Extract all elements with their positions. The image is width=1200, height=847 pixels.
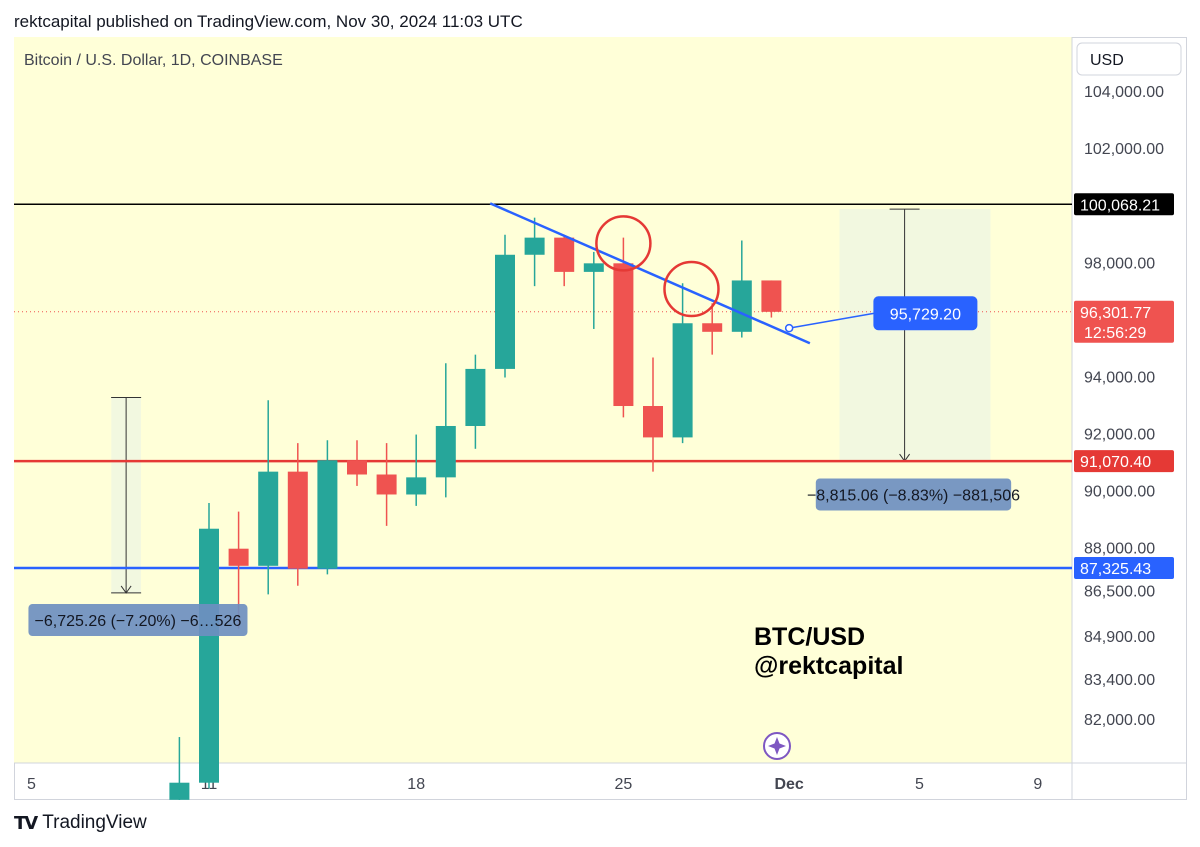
tradingview-footer[interactable]: TV TradingView (14, 812, 147, 834)
y-tick-label: 86,500.00 (1084, 584, 1155, 601)
candle-body[interactable] (583, 263, 604, 272)
last-price-tag (1074, 300, 1174, 343)
callout-box[interactable] (873, 296, 978, 331)
candle-body[interactable] (465, 368, 486, 426)
y-tick-label: 84,900.00 (1084, 629, 1155, 646)
highlight-circle (595, 215, 652, 272)
highlight-circle (663, 260, 720, 318)
measure-label-box (815, 478, 1012, 511)
publish-caption: rektcapital published on TradingView.com… (14, 12, 523, 31)
candle-body[interactable] (258, 471, 279, 566)
candle-body[interactable] (287, 471, 308, 569)
candle-body[interactable] (524, 237, 545, 255)
y-tick-label: 92,000.00 (1084, 427, 1155, 444)
price-tag (1074, 193, 1174, 216)
price-tag (1074, 556, 1174, 579)
tradingview-logo-icon: TV (14, 812, 38, 834)
measure-zone (839, 209, 991, 462)
candle-body[interactable] (435, 425, 456, 478)
currency-button[interactable] (1076, 42, 1182, 76)
candle-body[interactable] (731, 280, 752, 332)
last-price-label: 96,301.77 (1080, 305, 1151, 322)
measure-label: −6,725.26 (−7.20%) −6…526 (35, 613, 242, 630)
x-tick-label: 25 (615, 776, 633, 793)
candle-body[interactable] (228, 548, 249, 566)
candle-body[interactable] (347, 460, 367, 475)
candle-body[interactable] (761, 280, 782, 312)
x-tick-label: 5 (915, 776, 924, 793)
currency-label: USD (1090, 52, 1124, 69)
x-tick-label: 9 (1033, 776, 1042, 793)
callout-leader (789, 312, 875, 329)
y-tick-label: 94,000.00 (1084, 369, 1155, 386)
candle-body[interactable] (554, 237, 575, 272)
price-tag (1074, 450, 1174, 473)
watermark-line-1: BTC/USD (754, 623, 865, 651)
candle-body[interactable] (376, 474, 397, 495)
watermark-line-2: @rektcapital (754, 652, 903, 680)
candle-body[interactable] (613, 263, 634, 407)
candle-body[interactable] (169, 782, 190, 800)
x-tick-label: Dec (774, 776, 803, 793)
price-tag-label: 100,068.21 (1080, 197, 1160, 214)
price-tag-label: 91,070.40 (1080, 454, 1151, 471)
sparkle-icon-star (768, 737, 786, 755)
btc-usd-candlestick-chart[interactable]: Bitcoin / U.S. Dollar, 1D, COINBASE USD 10… (14, 37, 1187, 800)
candle-body[interactable] (317, 460, 338, 569)
y-tick-label: 90,000.00 (1084, 484, 1155, 501)
measure-label: −8,815.06 (−8.83%) −881,506 (807, 487, 1020, 504)
callout-label: 95,729.20 (890, 306, 961, 323)
y-tick-label: 82,000.00 (1084, 712, 1155, 729)
y-tick-label: 83,400.00 (1084, 672, 1155, 689)
descending-trendline[interactable] (489, 202, 811, 345)
candle-body[interactable] (702, 323, 723, 332)
countdown-label: 12:56:29 (1084, 325, 1146, 342)
measure-label-box (28, 604, 248, 637)
candle-body[interactable] (495, 254, 515, 369)
x-tick-label: 5 (27, 776, 36, 793)
callout-anchor-dot (784, 323, 794, 333)
price-tag-label: 87,325.43 (1080, 561, 1151, 578)
chart-title: Bitcoin / U.S. Dollar, 1D, COINBASE (24, 52, 283, 69)
candle-body[interactable] (672, 323, 693, 438)
candle-body[interactable] (199, 528, 219, 783)
y-tick-label: 102,000.00 (1084, 141, 1164, 158)
measure-arrowhead (120, 585, 132, 594)
candle-body[interactable] (406, 477, 427, 495)
x-tick-label: 18 (407, 776, 425, 793)
y-tick-label: 98,000.00 (1084, 255, 1155, 272)
y-tick-label: 104,000.00 (1084, 84, 1164, 101)
candle-body[interactable] (643, 406, 663, 438)
tradingview-brand: TradingView (42, 812, 147, 833)
y-tick-label: 88,000.00 (1084, 541, 1155, 558)
